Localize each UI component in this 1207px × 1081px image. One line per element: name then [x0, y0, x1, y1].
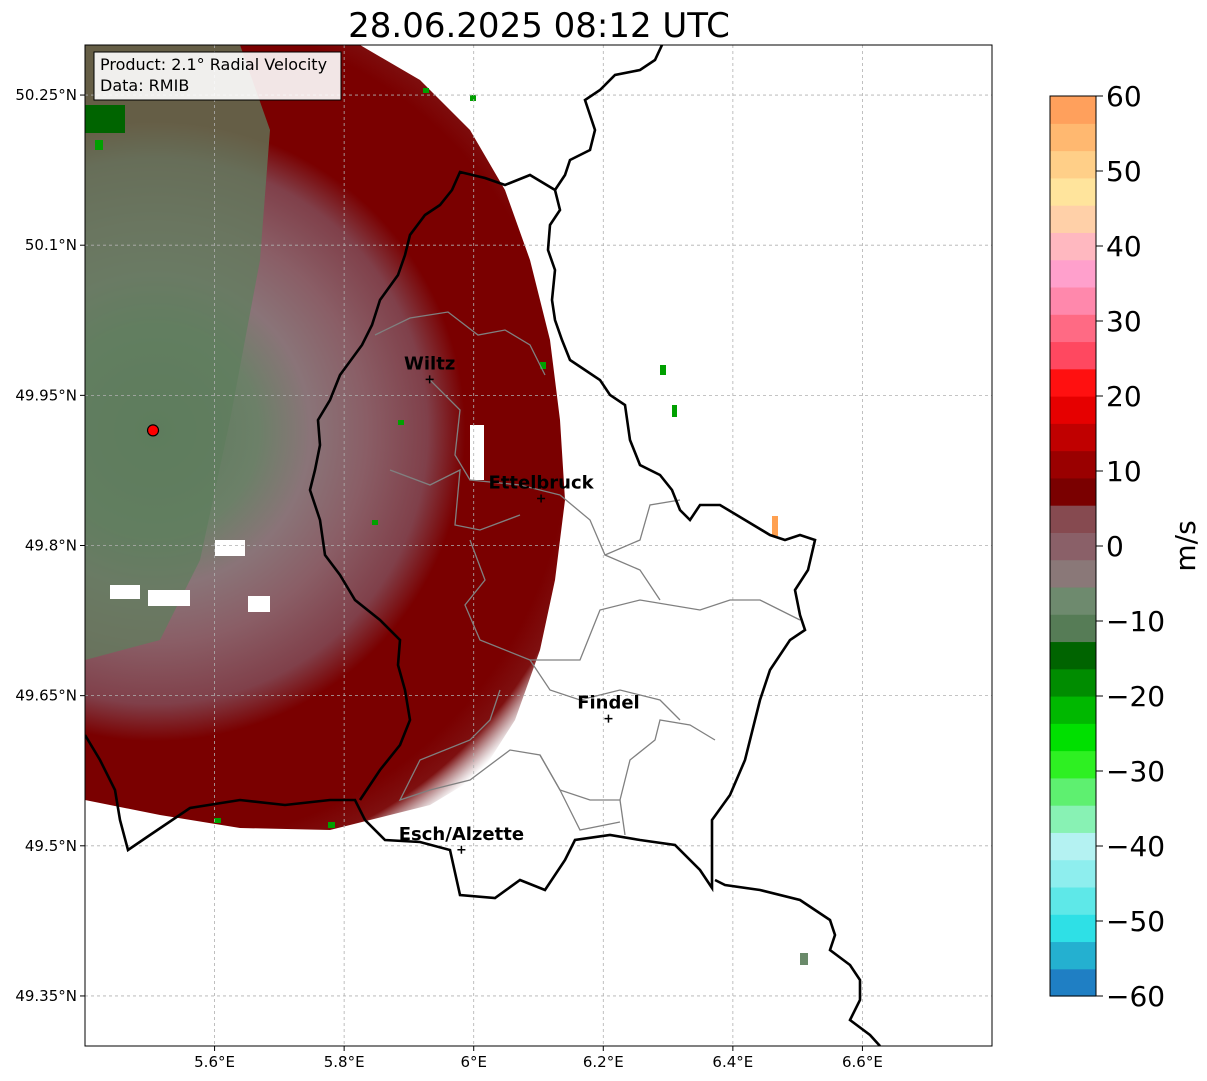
colorbar-segment: [1050, 450, 1096, 479]
colorbar-tick-label: 0: [1106, 530, 1124, 563]
lat-tick-label: 49.35°N: [15, 987, 77, 1005]
colorbar-segments: [1050, 96, 1096, 997]
colorbar-segment: [1050, 477, 1096, 506]
colorbar-segment: [1050, 177, 1096, 206]
colorbar-segment: [1050, 559, 1096, 588]
latitude-ticks: 50.25°N 50.1°N 49.95°N 49.8°N 49.65°N 49.5°N 4…: [15, 86, 85, 1005]
colorbar-segment: [1050, 368, 1096, 397]
echo-speckle-orange: [772, 516, 778, 536]
longitude-ticks: 5.6°E 5.8°E 6°E 6.2°E 6.4°E 6.6°E: [194, 1046, 883, 1071]
lon-tick-label: 5.8°E: [324, 1053, 365, 1071]
city-marker: [537, 494, 546, 503]
colorbar-tick-label: −30: [1106, 755, 1165, 788]
colorbar-tick-label: −60: [1106, 980, 1165, 1013]
lon-tick-label: 6.6°E: [842, 1053, 883, 1071]
colorbar-tick-label: 20: [1106, 380, 1142, 413]
colorbar-tick-label: 60: [1106, 80, 1142, 113]
colorbar-segment: [1050, 314, 1096, 343]
colorbar-segment: [1050, 423, 1096, 452]
colorbar-segment: [1050, 777, 1096, 806]
colorbar: 60 50 40 30 20 10 0 −10 −20 −30 −40 −50 −60 m/s: [1049, 80, 1202, 1013]
lon-tick-label: 6.4°E: [712, 1053, 753, 1071]
lat-tick-label: 50.1°N: [25, 236, 77, 254]
colorbar-segment: [1050, 941, 1096, 970]
lat-tick-label: 49.95°N: [15, 386, 77, 404]
colorbar-segment: [1050, 641, 1096, 670]
colorbar-segment: [1050, 668, 1096, 697]
city-label: Wiltz: [404, 353, 455, 374]
lat-tick-label: 49.5°N: [25, 837, 77, 855]
colorbar-segment: [1050, 886, 1096, 915]
lat-tick-label: 49.8°N: [25, 537, 77, 555]
colorbar-segment: [1050, 859, 1096, 888]
colorbar-segment: [1050, 123, 1096, 152]
colorbar-segment: [1050, 396, 1096, 424]
city-label: Findel: [577, 693, 640, 714]
colorbar-segment: [1050, 150, 1096, 179]
colorbar-ticks: 60 50 40 30 20 10 0 −10 −20 −30 −40 −50 −60: [1096, 80, 1165, 1013]
city-labels: Wiltz Ettelbruck Findel Esch/Alzette: [399, 353, 640, 854]
colorbar-tick-label: 50: [1106, 155, 1142, 188]
colorbar-tick-label: −50: [1106, 905, 1165, 938]
lat-tick-label: 50.25°N: [15, 86, 77, 104]
colorbar-segment: [1050, 832, 1096, 861]
info-data-source: Data: RMIB: [100, 76, 189, 95]
colorbar-segment: [1050, 586, 1096, 615]
colorbar-segment: [1050, 286, 1096, 315]
colorbar-label: m/s: [1169, 520, 1202, 571]
lat-tick-label: 49.65°N: [15, 687, 77, 705]
city-wiltz: Wiltz: [404, 353, 455, 384]
colorbar-tick-label: 30: [1106, 305, 1142, 338]
info-box: Product: 2.1° Radial Velocity Data: RMIB: [93, 51, 342, 101]
lon-tick-label: 6.2°E: [583, 1053, 624, 1071]
city-marker: [457, 845, 466, 854]
echo-speckle-remote: [800, 953, 808, 965]
colorbar-segment: [1050, 696, 1096, 724]
colorbar-segment: [1050, 968, 1096, 997]
city-marker: [604, 714, 613, 723]
map-title: 28.06.2025 08:12 UTC: [348, 6, 730, 46]
map-area: Wiltz Ettelbruck Findel Esch/Alzette: [85, 45, 992, 1046]
colorbar-segment: [1050, 205, 1096, 233]
colorbar-segment: [1050, 96, 1096, 124]
colorbar-segment: [1050, 723, 1096, 752]
colorbar-tick-label: −40: [1106, 830, 1165, 863]
colorbar-tick-label: 40: [1106, 230, 1142, 263]
colorbar-segment: [1050, 914, 1096, 943]
echo-speckles: [85, 88, 677, 828]
colorbar-tick-label: −10: [1106, 605, 1165, 638]
colorbar-segment: [1050, 341, 1096, 370]
colorbar-tick-label: 10: [1106, 455, 1142, 488]
info-product: Product: 2.1° Radial Velocity: [100, 55, 327, 74]
radar-echo-inbound-patch: [85, 45, 270, 660]
city-findel: Findel: [577, 693, 640, 723]
colorbar-segment: [1050, 505, 1096, 533]
lon-tick-label: 5.6°E: [194, 1053, 235, 1071]
colorbar-segment: [1050, 750, 1096, 779]
colorbar-segment: [1050, 805, 1096, 833]
radar-site-marker: [146, 424, 160, 437]
colorbar-segment: [1050, 614, 1096, 643]
canton-boundaries: [374, 311, 801, 836]
colorbar-segment: [1050, 532, 1096, 561]
city-label: Ettelbruck: [489, 472, 595, 493]
colorbar-segment: [1050, 259, 1096, 288]
city-ettelbruck: Ettelbruck: [489, 472, 595, 503]
lon-tick-label: 6°E: [460, 1053, 487, 1071]
colorbar-segment: [1050, 232, 1096, 261]
city-marker: [425, 375, 434, 384]
city-esch-alzette: Esch/Alzette: [399, 824, 524, 854]
country-borders: [85, 45, 881, 1046]
city-label: Esch/Alzette: [399, 824, 524, 845]
colorbar-tick-label: −20: [1106, 680, 1165, 713]
